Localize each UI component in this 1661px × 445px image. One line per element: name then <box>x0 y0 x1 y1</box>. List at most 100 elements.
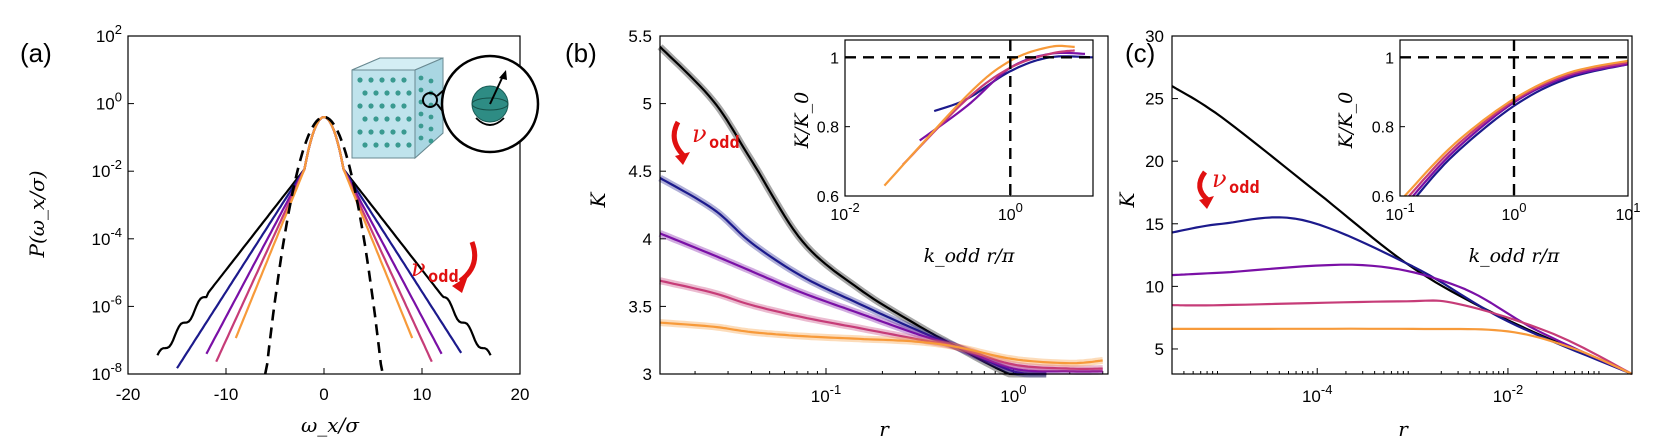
panel-c-inset-ylabel: K/K_0 <box>1335 92 1357 149</box>
particle-dot <box>390 129 396 135</box>
panel-a-ytick-label: 10-4 <box>92 225 122 249</box>
panel-a-ytick-label: 10-6 <box>92 292 122 316</box>
panel-c-inset-xtick-label: 101 <box>1615 200 1640 224</box>
panel-a-red-arrowhead <box>452 276 468 293</box>
panel-b-inset-xtick-label: 10-2 <box>830 200 859 224</box>
particle-dot <box>418 135 424 141</box>
panel-c-nu-annotation: ν odd <box>1197 165 1260 209</box>
particle-dot <box>357 129 363 135</box>
panel-a-xtick-label: -20 <box>116 385 141 404</box>
panel-b-xtick-label: 10-1 <box>811 382 841 406</box>
panel-a-xtick-label: 20 <box>511 385 530 404</box>
panel-c-red-arrow <box>1197 170 1210 202</box>
particle-dot <box>373 116 379 122</box>
particle-dot <box>368 103 374 109</box>
panel-c-ytick-label: 5 <box>1155 340 1164 359</box>
panel-b-xlabel: r <box>879 417 890 441</box>
panel-a-ytick-label: 100 <box>96 90 122 114</box>
panel-a-xlabel: ω_x/σ <box>301 413 360 437</box>
particle-dot <box>390 103 396 109</box>
panel-b-inset-ytick-label: 0.8 <box>817 120 839 137</box>
panel-c-inset-ytick-label: 0.8 <box>1372 120 1394 137</box>
panel-b-ytick-label: 4.5 <box>628 162 652 181</box>
panel-a: (a) 102 100 10-2 10-4 10-6 10-8 -20 -10 0 10 20 ω… <box>20 22 540 437</box>
panel-c-inset-ytick-label: 0.6 <box>1372 189 1394 206</box>
panel-c-ytick-label: 10 <box>1145 277 1164 296</box>
particle-dot <box>357 77 363 83</box>
particle-dot <box>373 90 379 96</box>
particle-dot <box>428 114 434 120</box>
panel-b-ytick-label: 5.5 <box>628 27 652 46</box>
particle-dot <box>406 116 412 122</box>
panel-c-xlabel: r <box>1398 417 1409 441</box>
particle-dot <box>368 77 374 83</box>
particle-dot <box>418 123 424 129</box>
particle-dot <box>418 75 424 81</box>
panel-c-series-5 <box>1172 327 1633 376</box>
particle-dot <box>428 78 434 84</box>
panel-c-ytick-label: 20 <box>1145 152 1164 171</box>
particle-dot <box>395 90 401 96</box>
cube-schematic <box>351 54 540 160</box>
particle-dot <box>362 116 368 122</box>
particle-dot <box>418 111 424 117</box>
particle-dot <box>379 77 385 83</box>
panel-a-axes-box <box>127 35 521 375</box>
panel-a-label: (a) <box>20 38 52 68</box>
panel-b-ytick-label: 4 <box>643 230 652 249</box>
panel-c-series-2 <box>1171 216 1633 376</box>
panel-b-ytick-label: 5 <box>643 95 652 114</box>
panel-a-ytick-label: 10-8 <box>92 360 122 384</box>
panel-b-inset-box <box>844 39 1094 197</box>
particle-dot <box>418 87 424 93</box>
particle-dot <box>428 126 434 132</box>
panel-b-series-1 <box>659 46 1047 376</box>
panel-a-nu-symbol: ν <box>411 254 426 282</box>
panel-c-inset-ytick-label: 1 <box>1385 50 1394 67</box>
particle-dot <box>368 129 374 135</box>
panel-a-red-arrow <box>458 241 478 284</box>
panel-b-red-arrowhead <box>675 152 690 165</box>
panel-c-series-3 <box>1171 263 1633 376</box>
particle-dot <box>379 129 385 135</box>
panel-c-axes-box <box>1171 35 1633 375</box>
panel-c-ytick-label: 25 <box>1145 90 1164 109</box>
particle-dot <box>395 116 401 122</box>
panel-b-inset-ylabel: K/K_0 <box>791 92 813 149</box>
particle-dot <box>357 103 363 109</box>
panel-b-series-2 <box>659 177 1047 376</box>
panel-b-nu-annotation: ν odd <box>671 120 740 165</box>
panel-b-nu-symbol: ν <box>692 120 707 148</box>
panel-b-inset-ytick-label: 0.6 <box>817 189 839 206</box>
panel-b-ytick-label: 3.5 <box>628 297 652 316</box>
panel-c-series-4 <box>1171 299 1633 375</box>
panel-b-series-5 <box>659 321 1103 365</box>
panel-a-xtick-label: -10 <box>214 385 239 404</box>
panel-c-inset-xtick-label: 100 <box>1501 200 1526 224</box>
panel-b-inset-xtick-label: 100 <box>998 200 1023 224</box>
panel-c-nu-sub: odd <box>1229 178 1260 198</box>
panel-c-xtick-label: 10-2 <box>1493 382 1523 406</box>
panel-c-ytick-label: 15 <box>1145 215 1164 234</box>
panel-c-inset-xlabel: k_odd r/π <box>1469 245 1560 267</box>
particle-dot <box>401 103 407 109</box>
particle-dot <box>406 142 412 148</box>
panel-c-inset: 1 0.8 0.610-1 100 101 k_odd r/π K/K_0 <box>1335 39 1641 267</box>
panel-b-ylabel: K <box>586 191 610 208</box>
panel-c-ytick-label: 30 <box>1145 27 1164 46</box>
panel-a-series-5 <box>234 116 414 339</box>
panel-a-nu-annotation: ν odd <box>411 241 478 293</box>
particle-dot <box>362 90 368 96</box>
panel-b-inset-xlabel: k_odd r/π <box>924 245 1015 267</box>
panel-b: (b) 5.5 5 4.5 4 3.5 3 10-1 100 r K ν odd 1 0.8 0… <box>565 27 1109 441</box>
panel-b-series-4 <box>659 279 1103 370</box>
particle-dot <box>384 116 390 122</box>
particle-dot <box>428 138 434 144</box>
panel-c-inset-xtick-label: 10-1 <box>1385 200 1414 224</box>
panel-b-red-arrow <box>671 120 686 158</box>
panel-b-xtick-label: 100 <box>1000 382 1026 406</box>
panel-a-ytick-label: 10-2 <box>92 157 122 181</box>
particle-dot <box>384 90 390 96</box>
panel-b-inset-ytick-label: 1 <box>830 50 839 67</box>
